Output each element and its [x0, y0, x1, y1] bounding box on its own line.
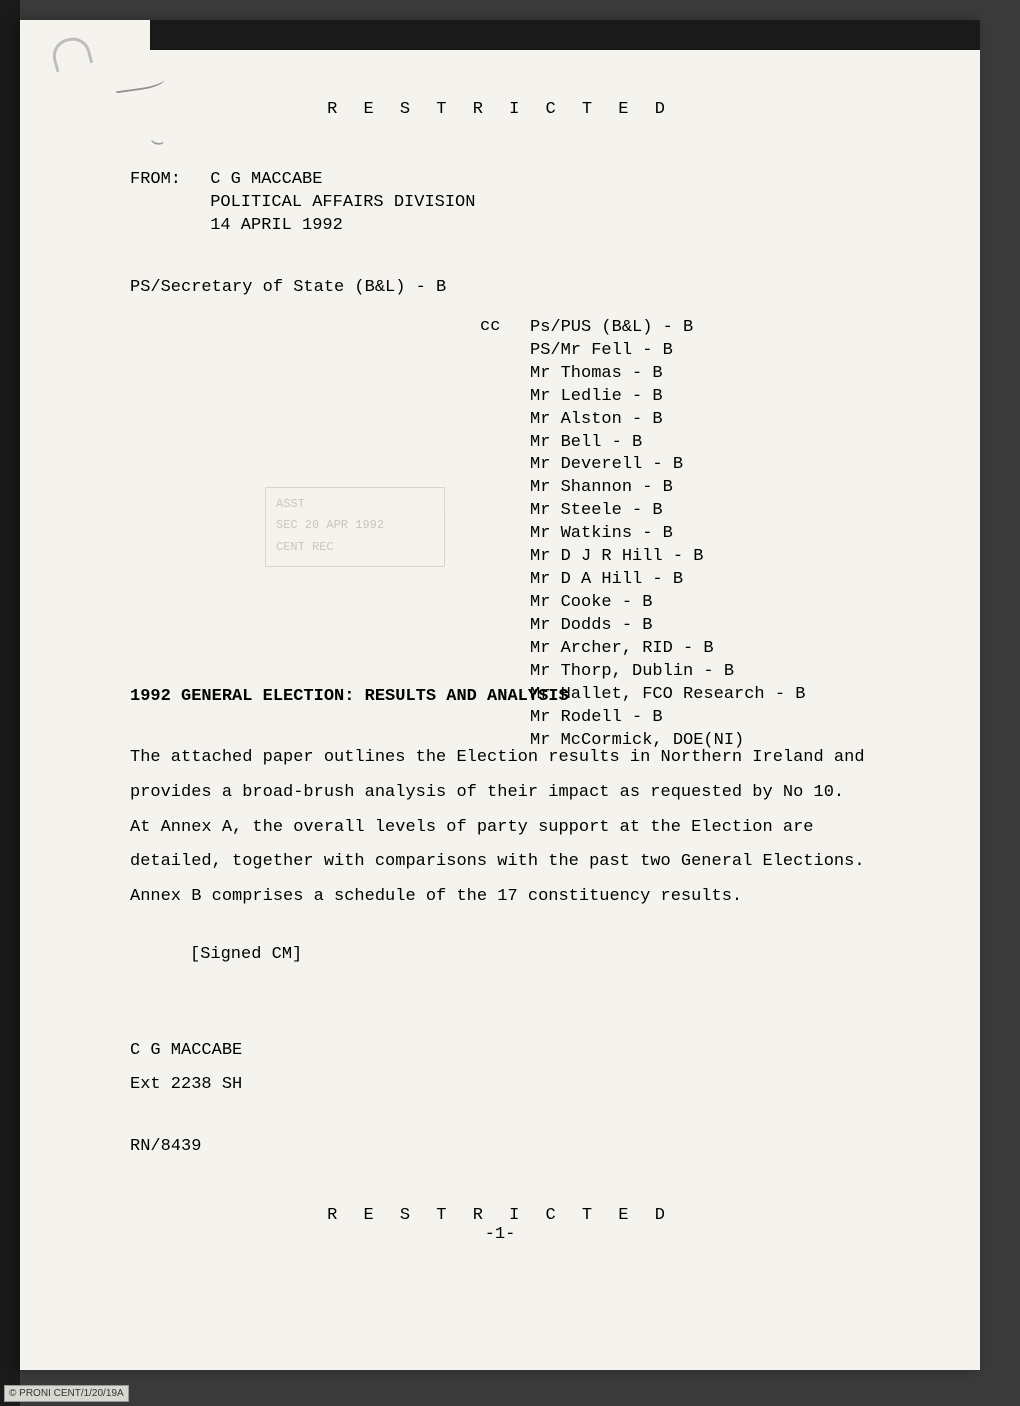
cc-label: cc — [480, 317, 500, 336]
signature-block: C G MACCABE Ext 2238 SH — [130, 1034, 870, 1102]
cc-recipient: Mr Ledlie - B — [530, 386, 805, 409]
classification-header: R E S T R I C T E D — [130, 100, 870, 119]
stamp-line3: CENT REC — [276, 537, 434, 559]
cc-recipient: Mr Archer, RID - B — [530, 638, 805, 661]
from-label: FROM: — [130, 169, 200, 192]
cc-list: Ps/PUS (B&L) - BPS/Mr Fell - BMr Thomas … — [530, 317, 805, 753]
cc-recipient: Mr Cooke - B — [530, 592, 805, 615]
cc-section: cc Ps/PUS (B&L) - BPS/Mr Fell - BMr Thom… — [130, 317, 870, 657]
cc-recipient: Mr Thomas - B — [530, 363, 805, 386]
signed-note: [Signed CM] — [190, 945, 870, 964]
archive-reference: © PRONI CENT/1/20/19A — [4, 1385, 129, 1402]
stamp-line2: SEC 20 APR 1992 — [276, 515, 434, 537]
scan-top-border — [150, 20, 980, 50]
cc-recipient: Mr D J R Hill - B — [530, 546, 805, 569]
from-division: POLITICAL AFFAIRS DIVISION — [210, 193, 475, 212]
cc-recipient: Mr Bell - B — [530, 432, 805, 455]
cc-recipient: Ps/PUS (B&L) - B — [530, 317, 805, 340]
cc-recipient: Mr Watkins - B — [530, 523, 805, 546]
signature-ext: Ext 2238 SH — [130, 1068, 870, 1102]
scan-left-border — [0, 0, 20, 1406]
cc-recipient: Mr Shannon - B — [530, 477, 805, 500]
received-stamp: ASST SEC 20 APR 1992 CENT REC — [265, 487, 445, 567]
cc-recipient: Mr McCormick, DOE(NI) — [530, 730, 805, 753]
signature-name: C G MACCABE — [130, 1034, 870, 1068]
from-name: C G MACCABE — [210, 170, 322, 189]
pen-mark: ⌣ — [148, 129, 167, 156]
cc-recipient: Mr Hallet, FCO Research - B — [530, 684, 805, 707]
classification-footer: R E S T R I C T E D — [130, 1206, 870, 1225]
document-page: ⌣ R E S T R I C T E D FROM: C G MACCABE … — [20, 20, 980, 1370]
addressee-line: PS/Secretary of State (B&L) - B — [130, 278, 870, 297]
reference-number: RN/8439 — [130, 1137, 870, 1156]
body-paragraph: The attached paper outlines the Election… — [130, 741, 870, 915]
from-block: FROM: C G MACCABE POLITICAL AFFAIRS DIVI… — [130, 169, 870, 238]
cc-recipient: PS/Mr Fell - B — [530, 340, 805, 363]
cc-recipient: Mr Rodell - B — [530, 707, 805, 730]
from-date: 14 APRIL 1992 — [210, 216, 343, 235]
cc-recipient: Mr D A Hill - B — [530, 569, 805, 592]
cc-recipient: Mr Dodds - B — [530, 615, 805, 638]
cc-recipient: Mr Alston - B — [530, 409, 805, 432]
cc-recipient: Mr Thorp, Dublin - B — [530, 661, 805, 684]
stamp-line1: ASST — [276, 494, 434, 516]
page-number: -1- — [130, 1225, 870, 1244]
from-content: C G MACCABE POLITICAL AFFAIRS DIVISION 1… — [210, 169, 475, 238]
cc-recipient: Mr Steele - B — [530, 500, 805, 523]
paperclip-mark — [49, 34, 93, 73]
pen-squiggle — [114, 72, 166, 94]
cc-recipient: Mr Deverell - B — [530, 454, 805, 477]
